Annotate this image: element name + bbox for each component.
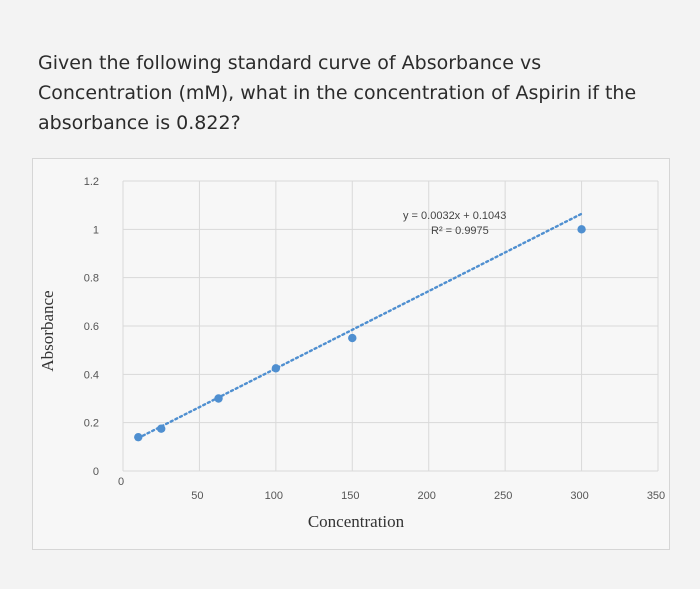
x-tick-label: 150 xyxy=(341,490,359,502)
x-tick-label: 300 xyxy=(570,490,588,502)
absorbance-chart: 00.20.40.60.811.2 050 100 150 200 250 300 350 … xyxy=(38,176,665,531)
data-point xyxy=(134,432,143,442)
y-tick-label: 0 xyxy=(93,466,99,478)
data-point xyxy=(271,364,281,373)
trendline-equation: y = 0.0032x + 0.1043 xyxy=(403,210,506,222)
x-tick-label: 250 xyxy=(494,490,512,502)
y-tick-labels: 0 0.2 0.4 0.6 0.8 1 1.2 xyxy=(84,176,99,478)
x-tick-labels: 0 50 100 150 200 250 300 350 xyxy=(118,476,665,502)
data-point xyxy=(577,225,586,234)
data-points xyxy=(134,225,586,442)
y-tick-label: 0.6 xyxy=(84,321,99,333)
data-point xyxy=(157,424,166,433)
y-tick-label: 1.2 xyxy=(84,176,99,188)
trendline-path xyxy=(137,212,583,440)
y-tick-label: 0.2 xyxy=(84,418,99,430)
data-point xyxy=(214,394,223,403)
x-tick-label: 0 xyxy=(118,476,124,488)
x-tick-label: 100 xyxy=(265,490,283,502)
r-squared-label: R² = 0.9975 xyxy=(431,225,489,237)
x-tick-label: 50 xyxy=(191,490,203,502)
data-point xyxy=(348,333,357,343)
gridlines xyxy=(122,180,659,472)
y-tick-label: 0.8 xyxy=(84,273,99,285)
chart-container: 0 0.2 0.4 0.6 0.8 1 1.2 0 50 100 150 200 250 300 350 … xyxy=(32,158,670,550)
x-axis-title: Concentration xyxy=(308,512,405,531)
trendline xyxy=(137,212,583,440)
y-axis-title: Absorbance xyxy=(38,290,57,371)
question-text: Given the following standard curve of Ab… xyxy=(38,52,637,134)
y-tick-label: 1 xyxy=(93,224,99,236)
x-tick-label: 350 xyxy=(647,490,665,502)
x-tick-label: 200 xyxy=(418,490,436,502)
y-tick-label: 0.4 xyxy=(84,369,99,381)
